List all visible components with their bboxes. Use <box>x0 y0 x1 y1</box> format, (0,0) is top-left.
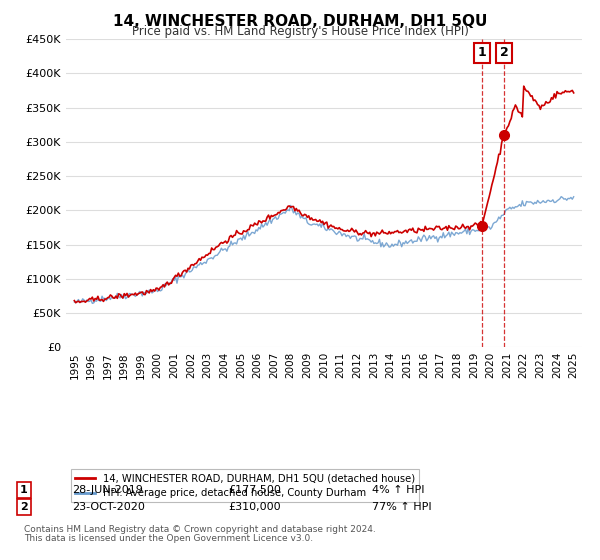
Text: 77% ↑ HPI: 77% ↑ HPI <box>372 502 431 512</box>
Text: £310,000: £310,000 <box>228 502 281 512</box>
Text: 1: 1 <box>478 46 487 59</box>
Text: 2: 2 <box>20 502 28 512</box>
Text: 28-JUN-2019: 28-JUN-2019 <box>72 485 143 495</box>
Text: This data is licensed under the Open Government Licence v3.0.: This data is licensed under the Open Gov… <box>24 534 313 543</box>
Text: £177,500: £177,500 <box>228 485 281 495</box>
Text: 14, WINCHESTER ROAD, DURHAM, DH1 5QU: 14, WINCHESTER ROAD, DURHAM, DH1 5QU <box>113 14 487 29</box>
Text: 1: 1 <box>20 485 28 495</box>
Text: Contains HM Land Registry data © Crown copyright and database right 2024.: Contains HM Land Registry data © Crown c… <box>24 525 376 534</box>
Text: 2: 2 <box>500 46 508 59</box>
Legend: 14, WINCHESTER ROAD, DURHAM, DH1 5QU (detached house), HPI: Average price, detac: 14, WINCHESTER ROAD, DURHAM, DH1 5QU (de… <box>71 469 419 502</box>
Text: Price paid vs. HM Land Registry's House Price Index (HPI): Price paid vs. HM Land Registry's House … <box>131 25 469 38</box>
Text: 4% ↑ HPI: 4% ↑ HPI <box>372 485 425 495</box>
Text: 23-OCT-2020: 23-OCT-2020 <box>72 502 145 512</box>
